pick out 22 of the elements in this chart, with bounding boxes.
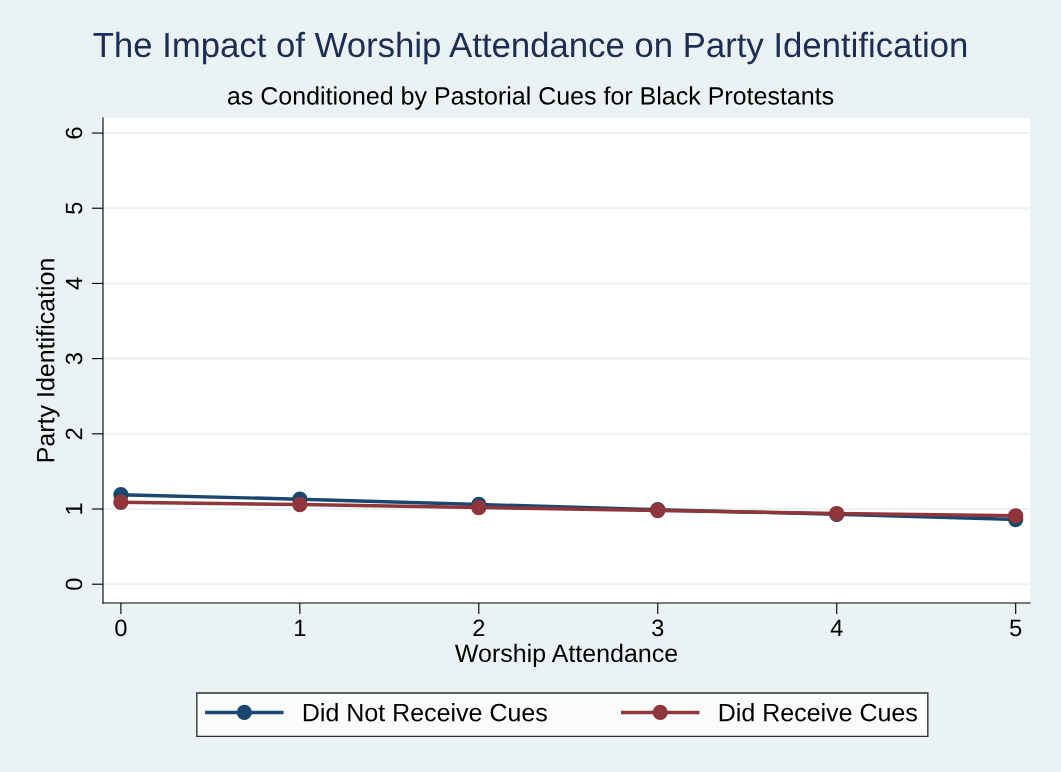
x-tick-label: 4 [830,619,843,637]
chart-subtitle: as Conditioned by Pastorial Cues for Black Protestants [227,86,834,110]
x-axis-title: Worship Attendance [454,643,678,668]
chart-title: The Impact of Worship Attendance on Party Identification [93,31,967,65]
y-tick-label: 5 [65,202,83,214]
y-tick-label: 2 [65,428,83,440]
y-tick-label: 3 [65,353,83,365]
x-tick-label: 5 [1010,619,1022,637]
y-axis-title: Party Identification [36,259,60,462]
y-tick-label: 0 [65,578,83,590]
legend-label: Did Receive Cues [719,703,917,722]
legend-label: Did Not Receive Cues [303,703,547,722]
x-tick-label: 0 [115,619,127,637]
point [1008,508,1024,524]
y-tick-label: 1 [65,503,83,514]
x-tick-label: 2 [473,619,485,637]
y-tick-label: 6 [65,127,83,139]
point [113,494,129,510]
x-tick-label: 3 [652,619,664,637]
point [292,496,308,513]
y-tick-label: 4 [65,277,83,290]
x-tick-label: 1 [295,619,306,637]
